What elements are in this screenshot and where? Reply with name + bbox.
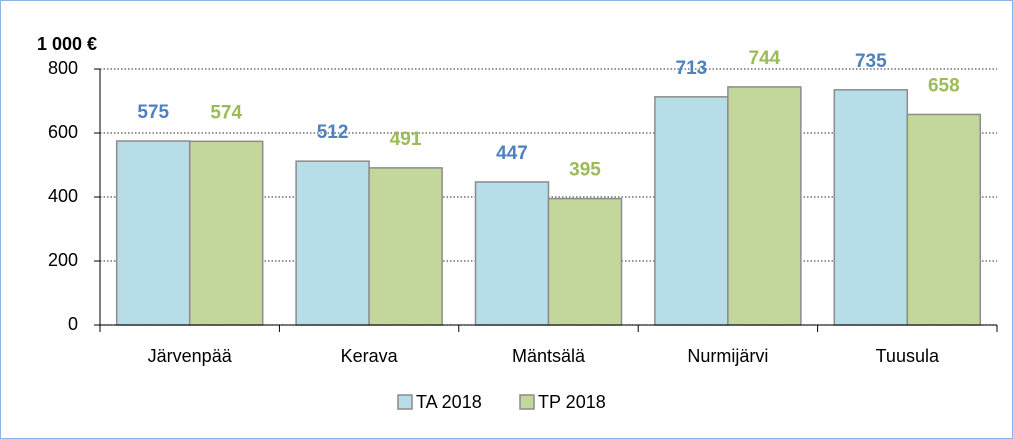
y-axis-label: 1 000 €: [37, 34, 97, 54]
y-tick-label: 200: [48, 250, 78, 270]
value-label: 744: [749, 48, 781, 69]
value-label: 447: [496, 143, 528, 164]
value-label: 735: [855, 51, 887, 72]
value-label: 575: [137, 102, 169, 123]
value-label: 713: [676, 58, 708, 79]
legend-swatch: [519, 394, 535, 410]
x-tick-label: Kerava: [341, 346, 399, 366]
legend-label: TA 2018: [416, 392, 482, 412]
bar: [295, 160, 370, 326]
bar: [906, 113, 982, 326]
value-label: 658: [928, 75, 960, 96]
bar: [368, 167, 443, 326]
value-label: 512: [317, 122, 349, 143]
legend-label: TP 2018: [538, 392, 606, 412]
y-tick-label: 800: [48, 58, 78, 78]
value-label: 574: [210, 102, 242, 123]
x-tick-label: Mäntsälä: [512, 346, 586, 366]
value-label: 491: [390, 129, 422, 150]
value-label: 395: [569, 160, 601, 181]
x-tick-label: Nurmijärvi: [687, 346, 768, 366]
bar: [833, 89, 909, 326]
bar: [115, 140, 191, 326]
y-tick-label: 0: [68, 314, 78, 334]
legend-swatch: [397, 394, 413, 410]
bar: [474, 181, 550, 326]
y-tick-label: 400: [48, 186, 78, 206]
x-tick-label: Järvenpää: [148, 346, 233, 366]
bar: [654, 96, 729, 326]
x-tick-label: Tuusula: [876, 346, 940, 366]
bar: [188, 140, 264, 326]
bar: [727, 86, 802, 326]
y-tick-label: 600: [48, 122, 78, 142]
bar: [547, 197, 623, 326]
